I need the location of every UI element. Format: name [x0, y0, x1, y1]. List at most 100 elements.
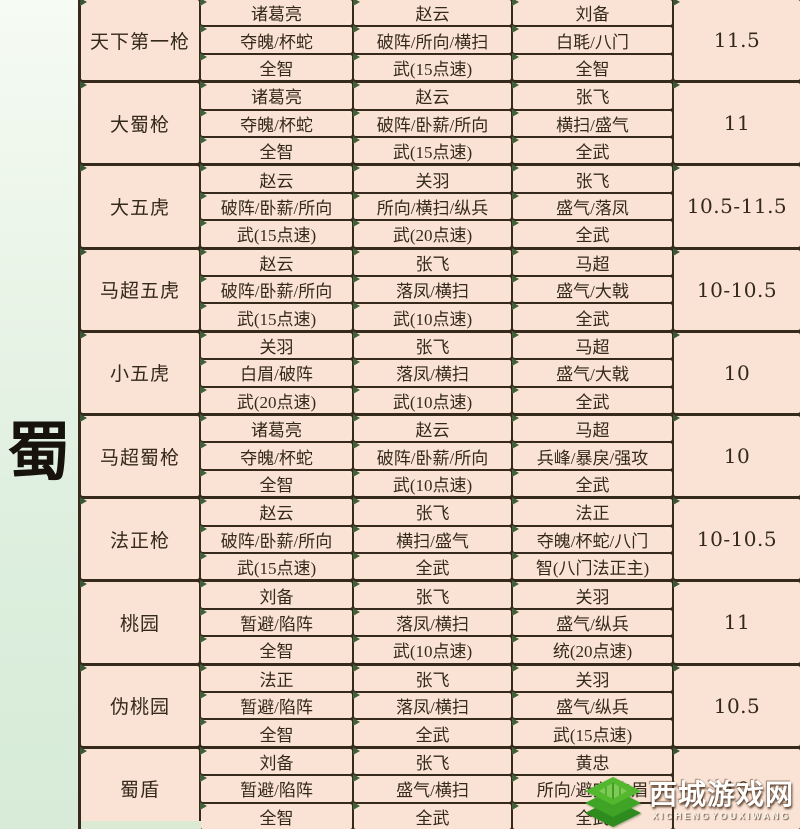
team-row: 伪桃园 法正 张飞 关羽 暂避/陷阵 落凤/横扫 盛气/纵兵 全智 全武 武(1… [80, 663, 800, 746]
team-name-cell: 蜀盾 [80, 746, 199, 829]
team-members-grid: 法正 张飞 关羽 暂避/陷阵 落凤/横扫 盛气/纵兵 全智 全武 武(15点速) [200, 663, 672, 746]
stat-cell: 全武 [353, 551, 511, 580]
skills-cell: 盛气/大戟 [512, 274, 672, 303]
stat-cell: 武(15点速) [353, 135, 511, 164]
team-rating-cell: 11 [673, 81, 800, 164]
team-rating-cell: 10 [673, 413, 800, 497]
skills-cell: 夺魄/杯蛇 [200, 108, 352, 136]
team-members-grid: 诸葛亮 赵云 马超 夺魄/杯蛇 破阵/卧薪/所向 兵峰/暴戾/强攻 全智 武(1… [200, 413, 672, 497]
team-rating-cell: 10.5-11.5 [673, 164, 800, 247]
skills-cell: 盛气/纵兵 [512, 607, 672, 636]
table-bottom-edge [81, 821, 201, 829]
team-members-grid: 刘备 张飞 关羽 暂避/陷阵 落凤/横扫 盛气/纵兵 全智 武(10点速) 统(… [200, 580, 672, 663]
faction-label: 蜀 [7, 416, 71, 488]
team-row: 大五虎 赵云 关羽 张飞 破阵/卧薪/所向 所向/横扫/纵兵 盛气/落凤 武(1… [80, 164, 800, 247]
skills-cell: 落凤/横扫 [353, 690, 511, 719]
team-rating-cell: 10 [673, 746, 800, 829]
team-rating-cell: 10 [673, 330, 800, 413]
stat-cell: 全智 [200, 52, 352, 81]
hero-cell: 法正 [512, 497, 672, 525]
team-rating-cell: 10.5 [673, 663, 800, 746]
hero-cell: 张飞 [353, 663, 511, 691]
watermark-text: 西城游戏网 XICHENGYOUXIWANG [648, 779, 794, 821]
hero-cell: 黄忠 [512, 746, 672, 775]
team-row: 马超蜀枪 诸葛亮 赵云 马超 夺魄/杯蛇 破阵/卧薪/所向 兵峰/暴戾/强攻 全… [80, 413, 800, 497]
stat-cell: 武(10点速) [353, 302, 511, 330]
hero-cell: 赵云 [353, 0, 511, 26]
stat-cell: 全武 [512, 302, 672, 330]
skills-cell: 所向/横扫/纵兵 [353, 191, 511, 220]
team-members-grid: 诸葛亮 赵云 刘备 夺魄/杯蛇 破阵/所向/横扫 白毦/八门 全智 武(15点速… [200, 0, 672, 81]
skills-cell: 暂避/陷阵 [200, 690, 352, 719]
hero-cell: 关羽 [353, 164, 511, 192]
stat-cell: 智(八门法正主) [512, 551, 672, 580]
team-row: 马超五虎 赵云 张飞 马超 破阵/卧薪/所向 落凤/横扫 盛气/大戟 武(15点… [80, 247, 800, 330]
stat-cell: 全武 [512, 468, 672, 497]
hero-cell: 张飞 [512, 81, 672, 109]
hero-cell: 刘备 [200, 746, 352, 775]
hero-cell: 关羽 [512, 663, 672, 691]
stat-cell: 全武 [512, 135, 672, 164]
team-row: 法正枪 赵云 张飞 法正 破阵/卧薪/所向 横扫/盛气 夺魄/杯蛇/八门 武(1… [80, 497, 800, 580]
hero-cell: 张飞 [353, 247, 511, 275]
team-members-grid: 赵云 张飞 马超 破阵/卧薪/所向 落凤/横扫 盛气/大戟 武(15点速) 武(… [200, 247, 672, 330]
hero-cell: 赵云 [200, 164, 352, 192]
hero-cell: 诸葛亮 [200, 413, 352, 442]
team-name-cell: 马超蜀枪 [80, 413, 199, 497]
stat-cell: 武(10点速) [353, 385, 511, 413]
skills-cell: 暂避/陷阵 [200, 607, 352, 636]
stat-cell: 全武 [512, 219, 672, 247]
team-name-cell: 马超五虎 [80, 247, 199, 330]
skills-cell: 破阵/卧薪/所向 [353, 441, 511, 469]
stat-cell: 武(15点速) [200, 219, 352, 247]
teams-col: 天下第一枪 诸葛亮 赵云 刘备 夺魄/杯蛇 破阵/所向/横扫 白毦/八门 全智 … [80, 0, 800, 829]
team-name-cell: 法正枪 [80, 497, 199, 580]
skills-cell: 夺魄/杯蛇/八门 [512, 524, 672, 552]
skills-cell: 破阵/卧薪/所向 [200, 274, 352, 303]
hero-cell: 赵云 [353, 413, 511, 442]
skills-cell: 破阵/卧薪/所向 [353, 108, 511, 136]
stat-cell: 全智 [200, 635, 352, 663]
team-rating-cell: 11 [673, 580, 800, 663]
hero-cell: 张飞 [512, 164, 672, 192]
skills-cell: 盛气/横扫 [353, 774, 511, 802]
team-rating-cell: 10-10.5 [673, 497, 800, 580]
team-name-cell: 桃园 [80, 580, 199, 663]
hero-cell: 刘备 [200, 580, 352, 608]
hero-cell: 赵云 [200, 247, 352, 275]
team-rating-cell: 11.5 [673, 0, 800, 81]
hero-cell: 诸葛亮 [200, 81, 352, 109]
stat-cell: 武(20点速) [200, 385, 352, 413]
hero-cell: 关羽 [512, 580, 672, 608]
team-name-cell: 伪桃园 [80, 663, 199, 746]
team-row: 小五虎 关羽 张飞 马超 白眉/破阵 落凤/横扫 盛气/大戟 武(20点速) 武… [80, 330, 800, 413]
stat-cell: 统(20点速) [512, 635, 672, 663]
hero-cell: 张飞 [353, 497, 511, 525]
skills-cell: 落凤/横扫 [353, 274, 511, 303]
hero-cell: 马超 [512, 247, 672, 275]
stat-cell: 武(10点速) [353, 468, 511, 497]
hero-cell: 赵云 [353, 81, 511, 109]
hero-cell: 张飞 [353, 330, 511, 359]
hero-cell: 张飞 [353, 746, 511, 775]
stat-cell: 全智 [200, 135, 352, 164]
skills-cell: 白眉/破阵 [200, 358, 352, 386]
skills-cell: 白毦/八门 [512, 25, 672, 53]
stat-cell: 武(10点速) [353, 635, 511, 663]
stat-cell: 全武 [512, 385, 672, 413]
stat-cell: 武(15点速) [512, 718, 672, 746]
watermark-title: 西城游戏网 [648, 779, 794, 811]
stat-cell: 全武 [353, 718, 511, 746]
team-rating-cell: 10-10.5 [673, 247, 800, 330]
stat-cell: 武(20点速) [353, 219, 511, 247]
skills-cell: 盛气/纵兵 [512, 690, 672, 719]
hero-cell: 赵云 [200, 497, 352, 525]
stat-cell: 全智 [512, 52, 672, 81]
stat-cell: 武(15点速) [200, 551, 352, 580]
team-row: 天下第一枪 诸葛亮 赵云 刘备 夺魄/杯蛇 破阵/所向/横扫 白毦/八门 全智 … [80, 0, 800, 81]
stat-cell: 武(15点速) [200, 302, 352, 330]
skills-cell: 盛气/大戟 [512, 358, 672, 386]
stat-cell: 全智 [200, 801, 352, 829]
hero-cell: 诸葛亮 [200, 0, 352, 26]
